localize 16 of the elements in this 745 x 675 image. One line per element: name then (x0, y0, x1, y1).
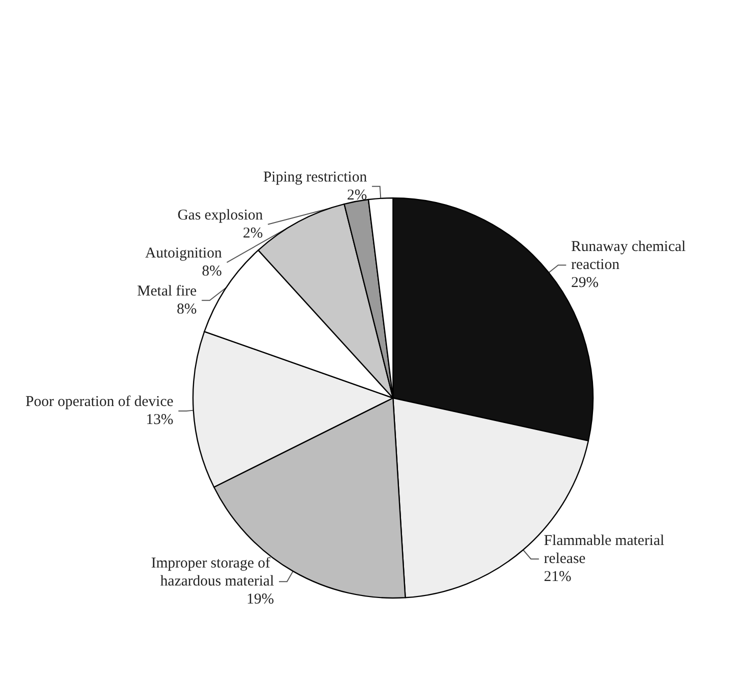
data-label: 8% (176, 301, 197, 318)
data-label: 21% (544, 568, 572, 585)
slice-label: Autoignition (145, 245, 222, 262)
slice-label: Runaway chemical reaction (571, 239, 690, 274)
slice-label: Metal fire (137, 283, 198, 300)
slice-label: Improper storage of hazardous material (151, 556, 274, 590)
data-label: 19% (246, 592, 274, 608)
data-label: 8% (202, 263, 222, 280)
slice-label: Poor operation of device (26, 394, 174, 410)
data-label: 2% (346, 187, 367, 204)
data-label: 2% (242, 225, 263, 242)
data-label: 29% (571, 275, 599, 292)
data-label: 13% (146, 412, 174, 428)
slice-label: Flammable material release (544, 532, 668, 567)
slice-label: Piping restriction (263, 169, 368, 186)
slice-label: Gas explosion (177, 207, 264, 224)
